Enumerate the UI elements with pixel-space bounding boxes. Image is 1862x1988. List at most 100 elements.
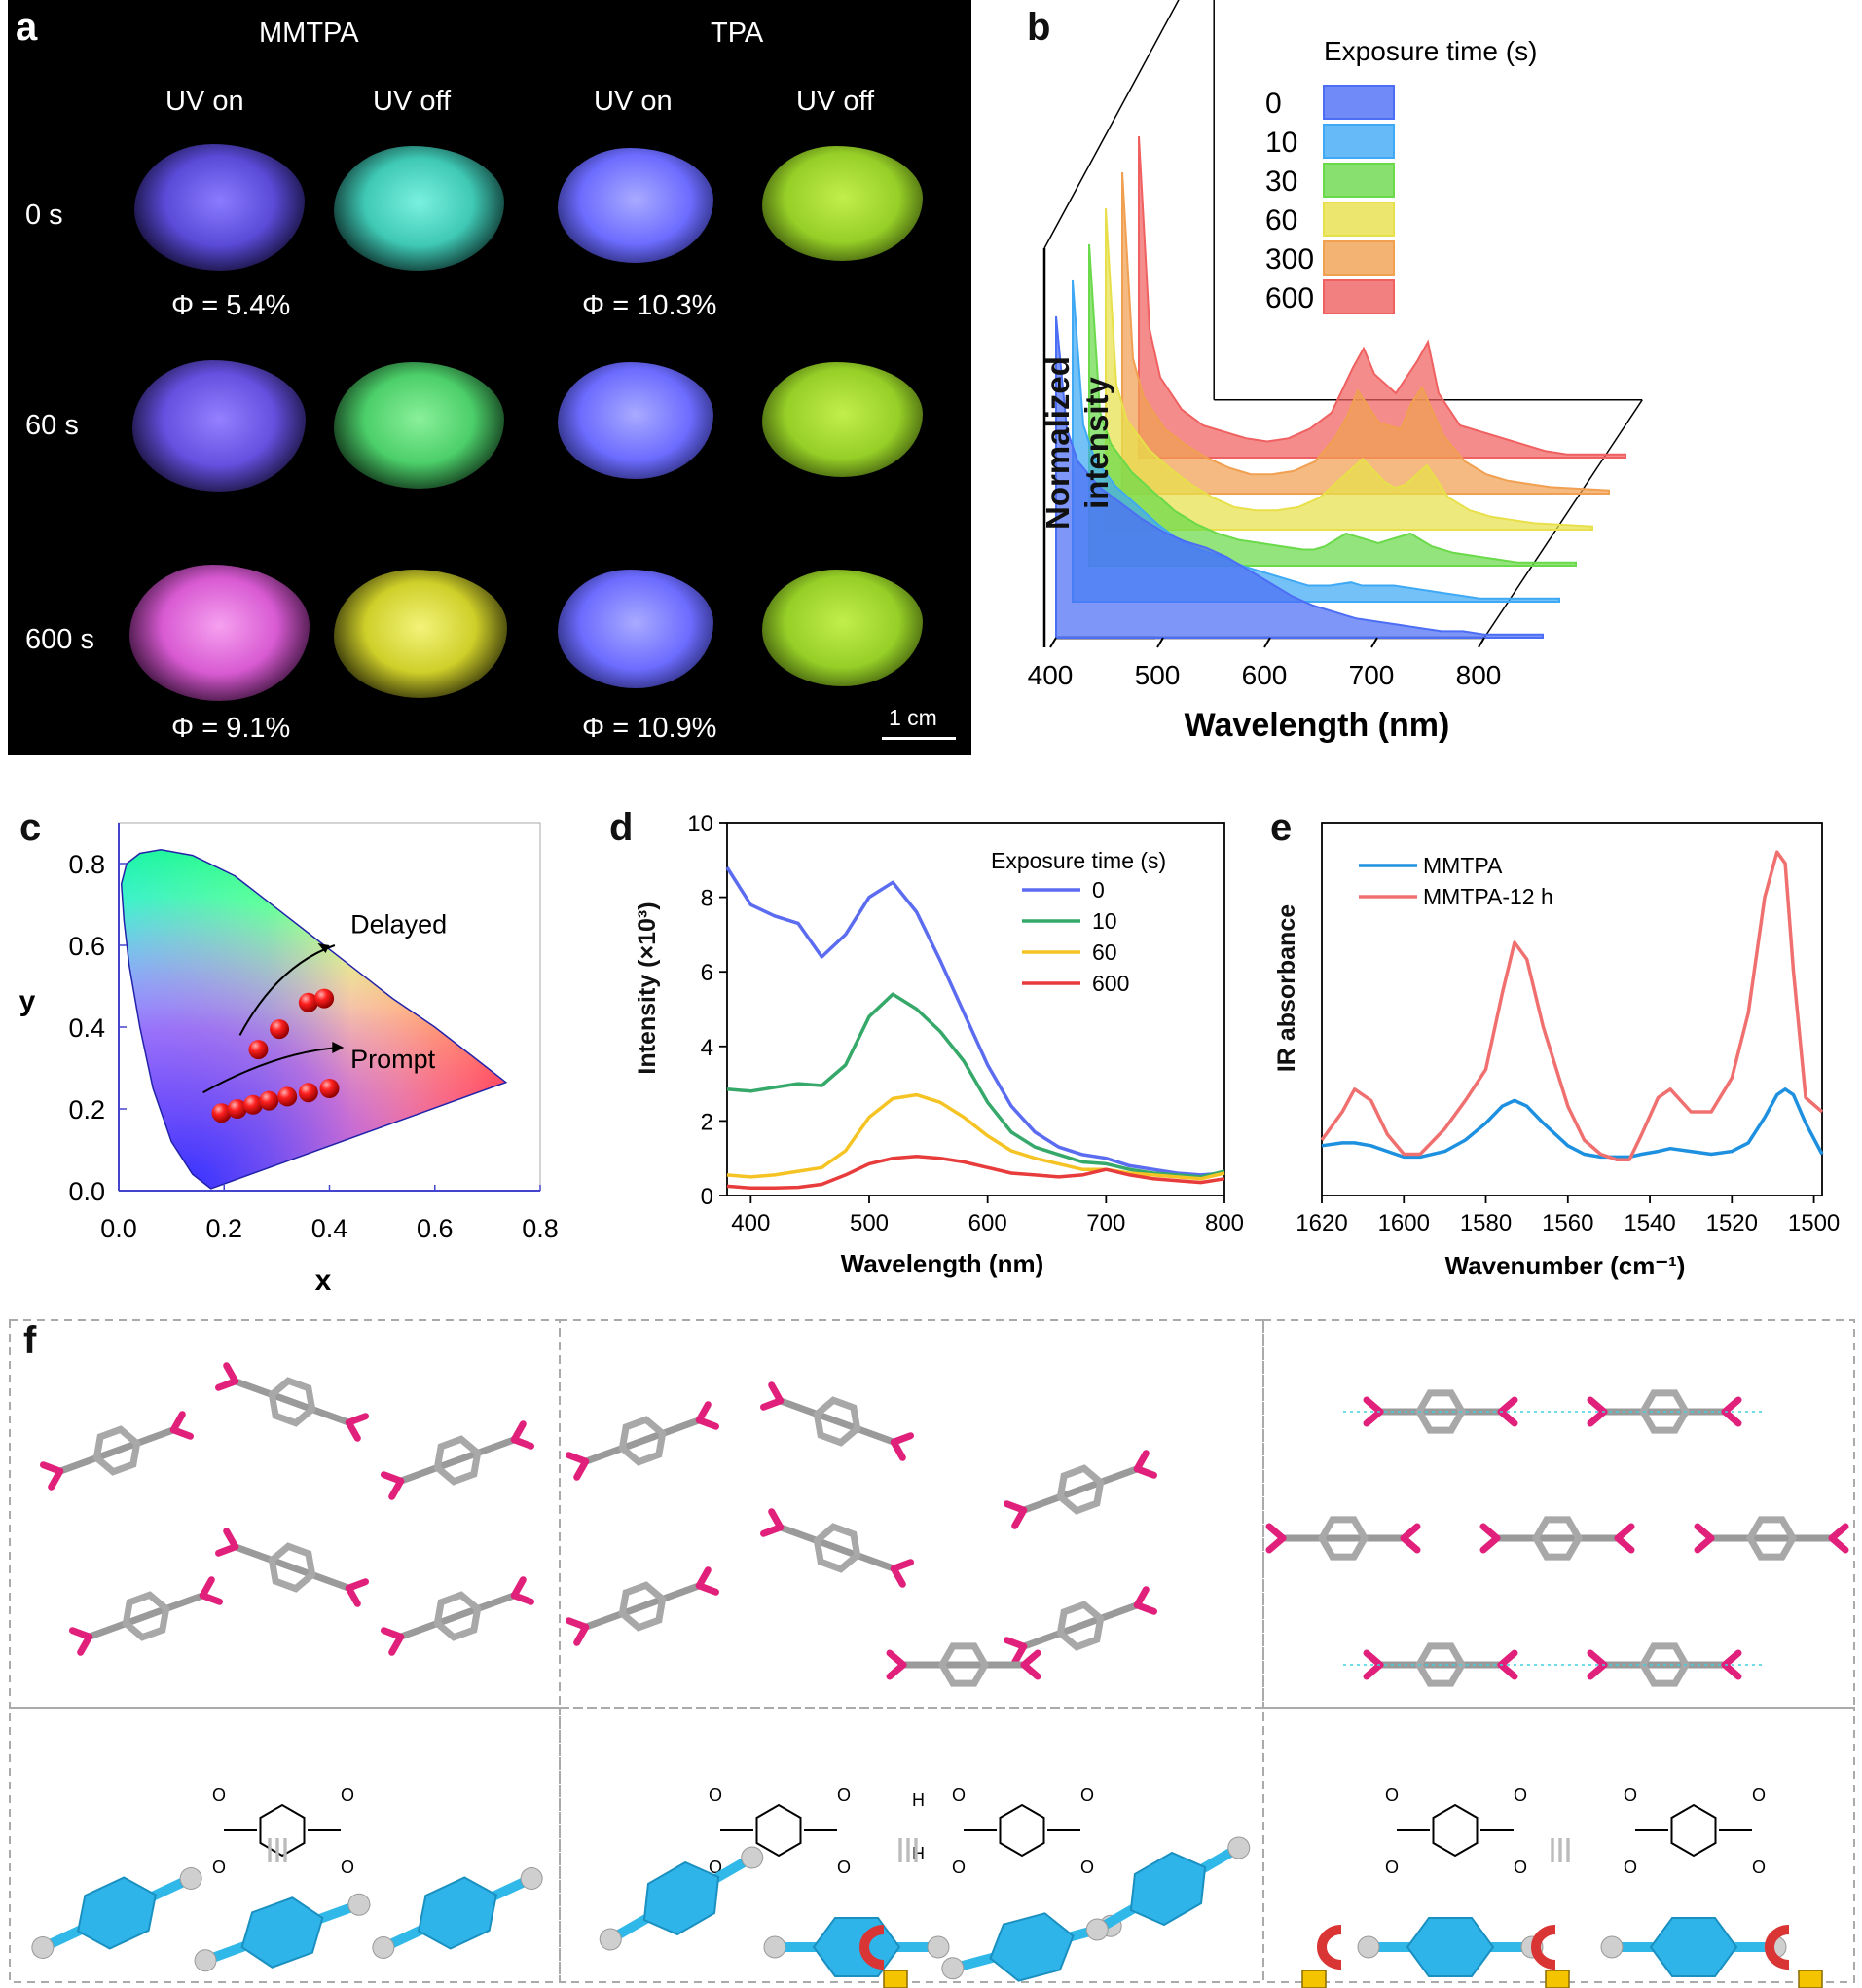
f-molecule-o4 [1479, 1534, 1501, 1554]
f-molecule-axis [397, 1436, 518, 1485]
chart-c: 0.0 0.2 0.4 0.6 0.8 0.0 0.2 0.4 0.6 0.8 Delayed Pr… [19, 822, 559, 1297]
b-legend-label-0: 0 [1265, 88, 1282, 120]
f-cartoon-cap-r [520, 1867, 543, 1891]
f-molecule-axis [1020, 1465, 1141, 1514]
group-label-tpa: TPA [711, 18, 764, 49]
e-xtick-label-1620: 1620 [1296, 1210, 1347, 1236]
b-legend-swatch-30 [1323, 163, 1395, 198]
b-x-axis-label: Wavelength (nm) [1185, 707, 1450, 744]
sample-tpa-uvon-600s [558, 570, 713, 688]
f-formula-o3-b1: O [837, 1786, 851, 1805]
col-label-3: UV on [594, 86, 673, 117]
b-legend-swatch-300 [1323, 240, 1395, 276]
f-molecule-o2 [169, 1426, 195, 1440]
f-cartoon-b3 [941, 1912, 1122, 1982]
f-formula-o2-b2: O [952, 1858, 966, 1877]
f-molecule-o2 [1133, 1465, 1158, 1479]
f-molecule-ring [813, 1523, 861, 1573]
c-annotation-prompt: Prompt [350, 1045, 436, 1074]
f-molecule-o2 [199, 1592, 224, 1605]
f-molecule-o4 [1011, 1506, 1028, 1529]
b-xtick-400 [1049, 637, 1057, 648]
col-label-2: UV off [373, 86, 452, 117]
f-formula-o1-b1: O [709, 1786, 722, 1805]
b-xtick-label-600: 600 [1242, 660, 1288, 690]
b-legend-swatch-10 [1323, 124, 1395, 159]
e-xtick-label-1540: 1540 [1624, 1210, 1675, 1236]
d-xtick-label-400: 400 [731, 1210, 770, 1236]
f-molecule-o2 [1828, 1534, 1849, 1554]
c-ytick-label-0.2: 0.2 [68, 1095, 105, 1124]
b-xtick-500 [1156, 637, 1164, 648]
d-xtick-label-500: 500 [850, 1210, 889, 1236]
f-cartoon-cap-l [763, 1935, 786, 1959]
sample-mmtpa-uvon-0s [134, 144, 305, 271]
b-legend-swatch-600 [1323, 279, 1395, 314]
f-molecule-ring [618, 1581, 667, 1632]
c-points: Delayed Prompt [202, 909, 447, 1123]
b-series-0 [1055, 315, 1544, 639]
f-cartoon-c2 [1600, 1917, 1787, 1977]
c-ytick-label-0.0: 0.0 [68, 1177, 105, 1206]
f-cartoon-ring [642, 1860, 720, 1936]
d-xtick-label-800: 800 [1205, 1210, 1244, 1236]
f-formula-ring-b1 [755, 1803, 802, 1858]
f-cartoon-cap-r [179, 1867, 202, 1891]
f-magnet-3 [859, 1925, 885, 1970]
c-xtick-label-0.2: 0.2 [205, 1214, 242, 1243]
b-xtick-label-500: 500 [1135, 660, 1181, 690]
f-cartoon-cap-l [599, 1928, 622, 1951]
d-legend-label-60: 60 [1092, 939, 1117, 965]
f-molecule-ring [268, 1542, 316, 1593]
c-y-axis-label: y [19, 985, 36, 1017]
f-cartoon-b4 [1085, 1836, 1251, 1941]
f-molecule-a4 [214, 1528, 370, 1607]
b-xtick-700 [1370, 637, 1378, 648]
f-lock-1 [1545, 1970, 1570, 1988]
f-molecule-o2 [1497, 1408, 1518, 1427]
d-legend: Exposure time (s) 0 10 60 600 [991, 848, 1166, 996]
f-molecule-b2 [1003, 1450, 1158, 1529]
f-molecule-ring [433, 1435, 482, 1486]
row-label-0s: 0 s [25, 200, 63, 231]
qy-mmtpa-0s: Φ = 5.4% [171, 290, 291, 321]
b-series-300 [1121, 171, 1610, 495]
b-xtick-label-800: 800 [1456, 660, 1502, 690]
f-molecule-axis [56, 1426, 177, 1475]
b-legend-label-300: 300 [1265, 243, 1314, 276]
d-legend-title: Exposure time (s) [991, 848, 1166, 873]
f-molecule-o4 [1694, 1534, 1715, 1554]
d-xtick-label-700: 700 [1086, 1210, 1125, 1236]
c-axes: 0.0 0.2 0.4 0.6 0.8 0.0 0.2 0.4 0.6 0.8 [68, 822, 559, 1243]
f-molecule-ring [268, 1377, 316, 1427]
c-gamut-outline [120, 848, 508, 1190]
f-magnet-1 [1531, 1925, 1556, 1970]
c-x-axis-label: x [315, 1265, 332, 1297]
e-xtick-label-1560: 1560 [1542, 1210, 1593, 1236]
e-lines [1320, 850, 1824, 1162]
d-x-axis-label: Wavelength (nm) [841, 1249, 1043, 1278]
f-molecule-a0 [39, 1411, 195, 1491]
f-cartoon-ring [1129, 1851, 1207, 1927]
panel-a-photo: MMTPA TPA UV on UV off UV on UV off 0 s … [8, 0, 971, 755]
f-cartoon-a1 [31, 1867, 202, 1959]
row-label-600s: 600 s [25, 624, 94, 655]
d-legend-label-600: 600 [1092, 971, 1129, 996]
c-point-prompt-2 [243, 1094, 264, 1115]
f-molecule-o2 [510, 1592, 535, 1605]
f-molecule-o2 [345, 1584, 361, 1607]
f-cartoon-ring [989, 1912, 1075, 1982]
f-molecule-ring [122, 1591, 170, 1641]
c-ytick-label-0.4: 0.4 [68, 1013, 105, 1043]
c-arrowhead-delayed [317, 943, 330, 953]
f-cartoon-c1 [1357, 1917, 1544, 1977]
f-formula-o4-c2: O [1752, 1858, 1766, 1877]
e-y-axis-label: IR absorbance [1273, 903, 1300, 1073]
b-xtick-600 [1263, 637, 1271, 648]
d-plot-frame [726, 822, 1225, 1196]
f-formula-o3-c2: O [1752, 1786, 1766, 1805]
f-cartoon-cap-l [1600, 1935, 1624, 1959]
b-xtick-label-400: 400 [1028, 660, 1074, 690]
